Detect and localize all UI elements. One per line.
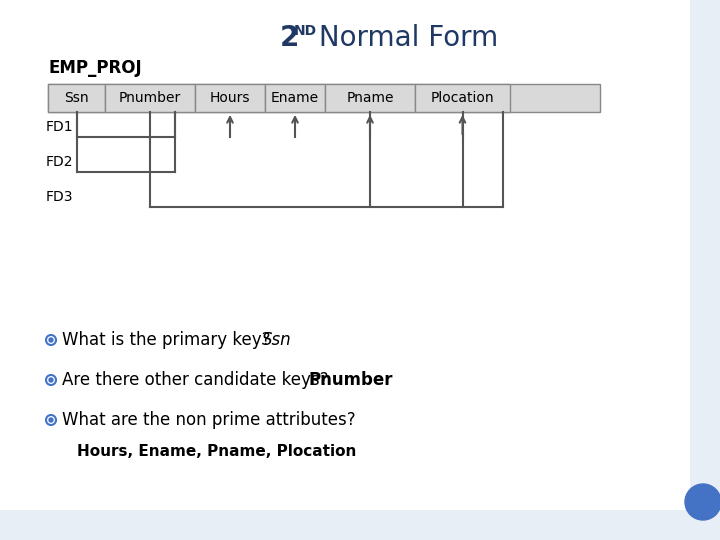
Text: Are there other candidate keys?: Are there other candidate keys? — [62, 371, 328, 389]
Text: Pname: Pname — [346, 91, 394, 105]
Circle shape — [49, 378, 53, 382]
Bar — [105, 84, 195, 112]
Text: Pnumber: Pnumber — [309, 371, 394, 389]
Text: Pnumber: Pnumber — [119, 91, 181, 105]
Circle shape — [49, 418, 53, 422]
Circle shape — [685, 484, 720, 520]
Text: Hours: Hours — [210, 91, 251, 105]
Text: 2: 2 — [280, 24, 300, 52]
Text: Ssn: Ssn — [262, 331, 292, 349]
Bar — [48, 84, 600, 112]
Bar — [48, 84, 105, 112]
Text: Normal Form: Normal Form — [310, 24, 498, 52]
Text: Ssn: Ssn — [64, 91, 89, 105]
Bar — [415, 84, 510, 112]
Text: FD2: FD2 — [46, 155, 73, 169]
Text: Ename: Ename — [271, 91, 319, 105]
Text: EMP_PROJ: EMP_PROJ — [48, 59, 142, 77]
Bar — [690, 0, 720, 540]
Bar — [325, 84, 415, 112]
Text: What are the non prime attributes?: What are the non prime attributes? — [62, 411, 356, 429]
Bar — [195, 84, 265, 112]
Circle shape — [49, 338, 53, 342]
Text: Plocation: Plocation — [431, 91, 495, 105]
Text: FD3: FD3 — [46, 190, 73, 204]
Text: Hours, Ename, Pname, Plocation: Hours, Ename, Pname, Plocation — [77, 444, 356, 460]
Text: What is the primary key?: What is the primary key? — [62, 331, 271, 349]
Text: ND: ND — [294, 24, 317, 38]
Text: FD1: FD1 — [46, 120, 73, 134]
Bar — [265, 84, 325, 112]
